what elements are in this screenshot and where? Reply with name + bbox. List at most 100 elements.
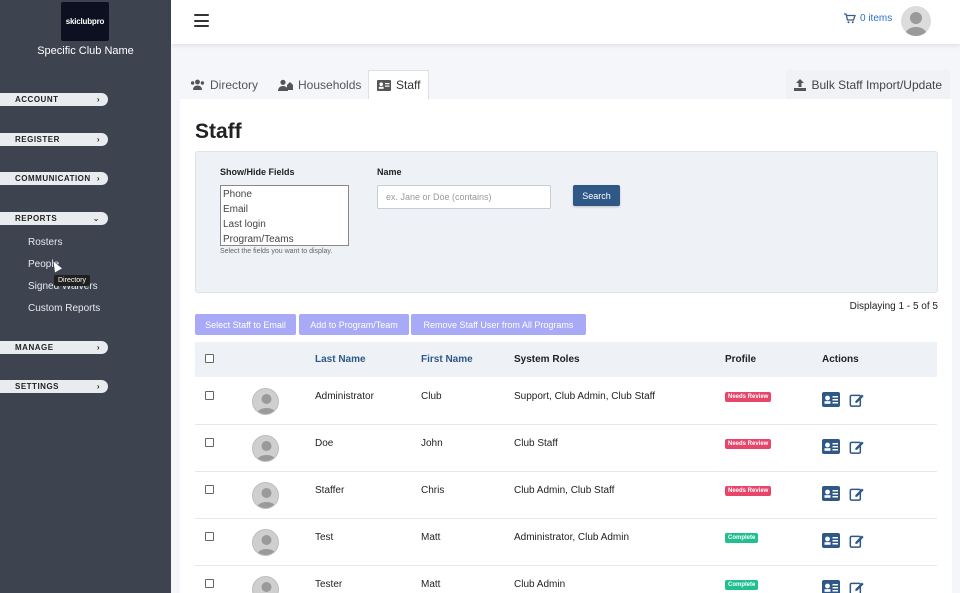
email-staff-button[interactable]: Select Staff to Email (195, 314, 296, 335)
cell-first-name: John (421, 438, 443, 449)
table-row: Test Matt Administrator, Club Admin Comp… (195, 519, 937, 566)
profile-card-icon[interactable] (822, 580, 840, 593)
cell-roles: Support, Club Admin, Club Staff (514, 391, 656, 402)
fields-label: Show/Hide Fields (220, 167, 295, 177)
cell-last-name: Tester (315, 579, 343, 590)
filter-panel: Show/Hide Fields Phone Email Last login … (195, 151, 938, 293)
result-count: Displaying 1 - 5 of 5 (849, 301, 938, 312)
nav-account[interactable]: ACCOUNT › (0, 93, 108, 106)
add-to-program-button[interactable]: Add to Program/Team (299, 314, 409, 335)
col-last-name[interactable]: Last Name (315, 354, 366, 365)
upload-icon (794, 78, 807, 91)
field-option[interactable]: Phone (223, 189, 252, 200)
avatar (252, 482, 279, 509)
edit-icon[interactable] (848, 392, 866, 407)
tooltip: Directory (54, 275, 91, 286)
cell-last-name: Test (315, 532, 334, 543)
table-row: Doe John Club Staff Needs Review (195, 425, 937, 472)
edit-icon[interactable] (848, 580, 866, 593)
cell-last-name: Staffer (315, 485, 345, 496)
row-checkbox[interactable] (205, 532, 214, 541)
profile-card-icon[interactable] (822, 533, 840, 548)
name-search-input[interactable]: ex. Jane or Doe (contains) (377, 185, 551, 209)
hamburger-menu-icon[interactable] (194, 14, 209, 27)
row-checkbox[interactable] (205, 391, 214, 400)
edit-icon[interactable] (848, 439, 866, 454)
id-card-icon (377, 79, 391, 91)
fields-help-text: Select the fields you want to display. (220, 248, 333, 255)
cart-count: 0 items (860, 13, 893, 24)
col-actions: Actions (822, 354, 859, 365)
cell-roles: Administrator, Club Admin (514, 532, 630, 543)
tab-households-label: Households (298, 77, 362, 92)
nav-communication[interactable]: COMMUNICATION › (0, 172, 108, 185)
nav-item-custom-reports[interactable]: Custom Reports (28, 303, 101, 314)
nav-item-signed-waivers[interactable]: Signed Waivers (28, 281, 98, 292)
tab-directory-label: Directory (210, 77, 259, 92)
edit-icon[interactable] (848, 486, 866, 501)
field-option[interactable]: Email (223, 204, 249, 215)
chevron-right-icon: › (96, 135, 100, 144)
nav-manage-label: MANAGE (15, 343, 54, 352)
profile-card-icon[interactable] (822, 439, 840, 454)
cell-roles: Club Admin, Club Staff (514, 485, 615, 496)
avatar (252, 435, 279, 462)
page-title: Staff (195, 120, 242, 143)
tab-staff-label: Staff (396, 78, 421, 92)
nav-item-rosters[interactable]: Rosters (28, 237, 63, 248)
table-row: Staffer Chris Club Admin, Club Staff Nee… (195, 472, 937, 519)
sidebar: skiclubpro Specific Club Name ACCOUNT › R… (0, 0, 171, 593)
avatar (252, 576, 279, 593)
bulk-import-label: Bulk Staff Import/Update (811, 77, 942, 92)
bulk-import-button[interactable]: Bulk Staff Import/Update (786, 70, 950, 99)
chevron-down-icon: ⌄ (92, 214, 100, 223)
chevron-right-icon: › (96, 95, 100, 104)
status-badge: Complete (725, 580, 759, 590)
tab-households[interactable]: Households (270, 70, 369, 99)
logo-text: skiclubpro (65, 17, 105, 26)
nav-reports[interactable]: REPORTS ⌄ (0, 212, 108, 225)
profile-card-icon[interactable] (822, 486, 840, 501)
nav-account-label: ACCOUNT (15, 95, 59, 104)
col-profile: Profile (725, 354, 757, 365)
profile-card-icon[interactable] (822, 392, 840, 407)
user-avatar[interactable] (901, 6, 931, 36)
field-option[interactable]: Program/Teams (223, 234, 294, 245)
row-checkbox[interactable] (205, 579, 214, 588)
row-checkbox[interactable] (205, 485, 214, 494)
remove-staff-button[interactable]: Remove Staff User from All Programs (411, 314, 586, 335)
household-icon (278, 79, 293, 91)
status-badge: Needs Review (725, 486, 772, 496)
main-card: Staff Show/Hide Fields Phone Email Last … (180, 99, 952, 593)
tab-staff[interactable]: Staff (368, 70, 430, 100)
edit-icon[interactable] (848, 533, 866, 548)
table-header: Last Name First Name System Roles Profil… (195, 342, 937, 377)
cell-last-name: Administrator (315, 391, 374, 402)
status-badge: Complete (725, 533, 759, 543)
cell-last-name: Doe (315, 438, 334, 449)
nav-register[interactable]: REGISTER › (0, 133, 108, 146)
table-row: Administrator Club Support, Club Admin, … (195, 378, 937, 425)
chevron-right-icon: › (96, 343, 100, 352)
mouse-cursor-icon (50, 259, 62, 273)
cart-link[interactable]: 0 items (844, 13, 892, 24)
status-badge: Needs Review (725, 392, 772, 402)
select-all-checkbox[interactable] (205, 354, 214, 363)
nav-register-label: REGISTER (15, 135, 60, 144)
club-name: Specific Club Name (37, 45, 134, 57)
club-logo[interactable]: skiclubpro (61, 2, 109, 41)
field-option[interactable]: Last login (223, 219, 266, 230)
row-checkbox[interactable] (205, 438, 214, 447)
chevron-right-icon: › (96, 174, 100, 183)
nav-settings[interactable]: SETTINGS › (0, 380, 108, 393)
col-first-name[interactable]: First Name (421, 354, 473, 365)
cart-icon (844, 13, 856, 24)
nav-item-people[interactable]: People (28, 259, 60, 270)
nav-manage[interactable]: MANAGE › (0, 341, 108, 354)
tab-directory[interactable]: Directory (182, 70, 266, 99)
search-button[interactable]: Search (573, 185, 620, 206)
top-bar: 0 items (171, 0, 960, 44)
avatar (252, 529, 279, 556)
col-system-roles: System Roles (514, 354, 580, 365)
fields-select[interactable]: Phone Email Last login Program/Teams (220, 185, 349, 246)
